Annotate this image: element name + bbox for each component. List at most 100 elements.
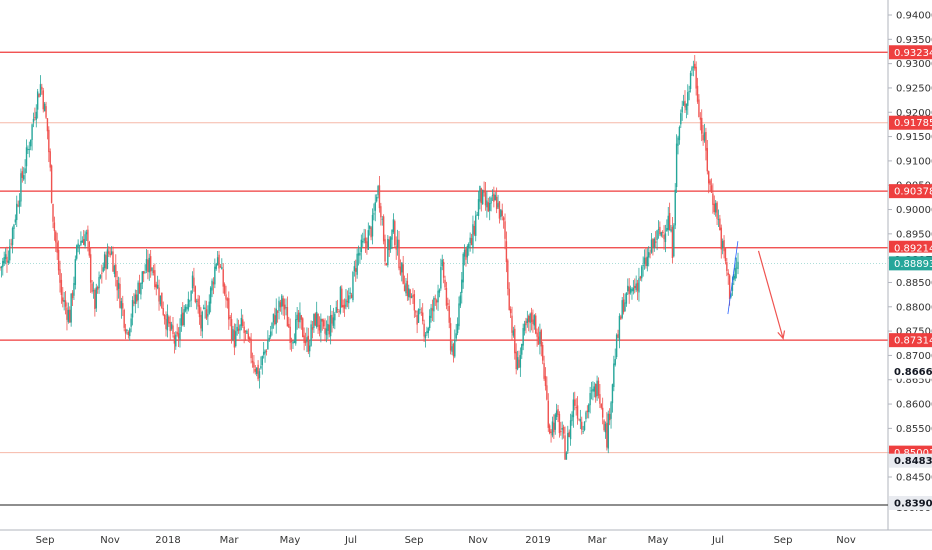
level-price-label: 0.89214 bbox=[894, 243, 932, 254]
candle-body bbox=[639, 276, 642, 279]
candle-body bbox=[382, 216, 385, 242]
candle-body bbox=[366, 241, 368, 248]
candle-body bbox=[186, 307, 188, 309]
candle-body bbox=[721, 240, 724, 249]
candle-body bbox=[130, 318, 132, 327]
candle-body bbox=[624, 302, 626, 312]
candle-body bbox=[257, 364, 259, 380]
candle-body bbox=[92, 290, 95, 292]
candle-body bbox=[528, 315, 530, 322]
candle-body bbox=[262, 351, 265, 355]
candle-body bbox=[131, 299, 134, 318]
candle-body bbox=[447, 303, 449, 305]
candle-body bbox=[289, 326, 291, 343]
candle-body bbox=[334, 313, 336, 321]
candle-body bbox=[435, 300, 438, 303]
candle-body bbox=[342, 305, 344, 308]
candlestick-series bbox=[0, 55, 739, 460]
candle-body bbox=[713, 203, 715, 213]
candle-body bbox=[427, 328, 429, 333]
candle-body bbox=[154, 270, 156, 287]
candle-body bbox=[253, 362, 255, 368]
candle-body bbox=[91, 283, 93, 292]
candle-body bbox=[137, 282, 139, 301]
candle-body bbox=[705, 131, 707, 151]
candle-body bbox=[0, 267, 1, 269]
candle-body bbox=[480, 188, 483, 204]
candle-body bbox=[392, 219, 395, 232]
candle-body bbox=[327, 323, 329, 331]
candle-body bbox=[701, 117, 703, 134]
candle-body bbox=[431, 308, 434, 311]
candle-body bbox=[500, 209, 502, 217]
candle-body bbox=[49, 151, 51, 168]
candle-body bbox=[628, 286, 630, 295]
candle-body bbox=[78, 245, 81, 247]
candle-body bbox=[208, 301, 210, 314]
candle-body bbox=[142, 271, 145, 274]
candle-body bbox=[179, 326, 181, 340]
candle-body bbox=[653, 238, 655, 249]
candle-body bbox=[70, 293, 72, 323]
candle-body bbox=[654, 241, 657, 243]
level-price-label: 0.93234 bbox=[894, 48, 932, 59]
candle-body bbox=[267, 340, 269, 350]
candle-body bbox=[451, 346, 453, 352]
candle-body bbox=[402, 264, 404, 284]
candle-body bbox=[204, 307, 206, 309]
candle-body bbox=[119, 283, 121, 308]
candle-body bbox=[173, 335, 176, 344]
candle-body bbox=[120, 301, 123, 309]
candle-body bbox=[11, 228, 14, 246]
candle-body bbox=[187, 298, 190, 310]
candle-body bbox=[189, 300, 191, 302]
candle-body bbox=[67, 309, 70, 322]
candle-body bbox=[455, 333, 457, 339]
candle-body bbox=[589, 393, 591, 406]
candle-body bbox=[110, 251, 113, 255]
candle-body bbox=[242, 319, 244, 327]
candle-body bbox=[306, 337, 308, 342]
candle-body bbox=[660, 232, 662, 236]
candle-body bbox=[276, 311, 279, 313]
projection-arrow[interactable] bbox=[757, 250, 784, 339]
candle-body bbox=[674, 189, 676, 226]
candle-body bbox=[64, 300, 67, 307]
candle-body bbox=[569, 420, 572, 440]
candle-body bbox=[470, 237, 473, 246]
candle-body bbox=[243, 326, 245, 334]
candle-body bbox=[444, 279, 446, 288]
candle-body bbox=[481, 189, 484, 205]
candle-body bbox=[345, 299, 347, 307]
candle-body bbox=[409, 289, 411, 298]
candle-body bbox=[145, 259, 148, 271]
candle-body bbox=[523, 323, 526, 331]
x-tick-label: Nov bbox=[836, 535, 856, 546]
candle-body bbox=[469, 237, 471, 244]
candle-body bbox=[512, 330, 515, 336]
candle-body bbox=[177, 333, 180, 339]
candle-body bbox=[452, 344, 455, 357]
x-tick-label: Mar bbox=[588, 535, 608, 546]
candle-body bbox=[631, 288, 633, 292]
candle-body bbox=[389, 237, 392, 250]
candle-body bbox=[123, 309, 125, 328]
x-tick-label: Nov bbox=[100, 535, 120, 546]
candle-body bbox=[235, 331, 237, 347]
candle-body bbox=[25, 147, 28, 167]
candle-body bbox=[77, 243, 79, 247]
candle-body bbox=[108, 251, 110, 254]
candle-body bbox=[663, 234, 665, 240]
candle-body bbox=[465, 248, 467, 260]
candle-body bbox=[258, 371, 261, 378]
time-axis[interactable]: Sep Nov 2018 Mar May Jul Sep Nov 2019 Mar May Jul Se… bbox=[0, 504, 932, 546]
candle-body bbox=[620, 316, 622, 320]
candle-body bbox=[487, 202, 489, 212]
candle-body bbox=[197, 298, 199, 307]
candle-body bbox=[691, 67, 693, 71]
candle-body bbox=[508, 288, 510, 311]
